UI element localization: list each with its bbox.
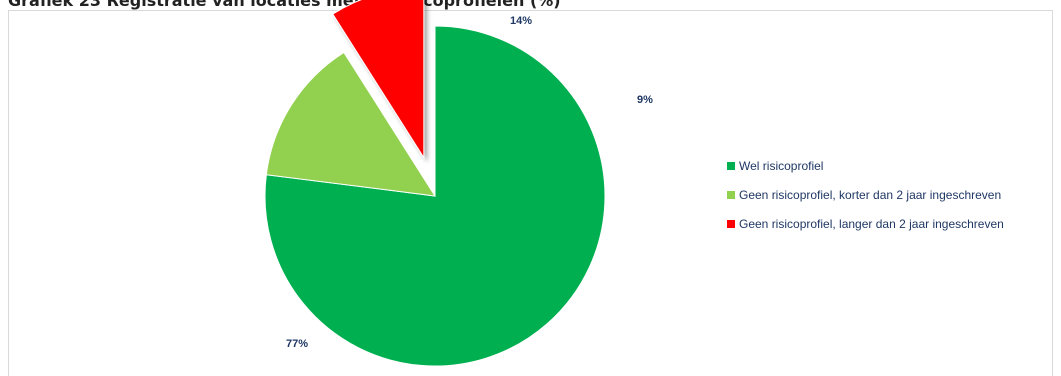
pie-slice-1 [264, 25, 606, 367]
legend-item-1: Wel risicoprofiel [727, 159, 1004, 173]
legend-label: Geen risicoprofiel, langer dan 2 jaar in… [739, 217, 1004, 231]
pie-slice-2 [265, 51, 436, 197]
legend-item-3: Geen risicoprofiel, langer dan 2 jaar in… [727, 217, 1004, 231]
legend-label: Geen risicoprofiel, korter dan 2 jaar in… [739, 188, 1002, 202]
legend-swatch [727, 220, 735, 228]
data-label-2: 14% [510, 15, 532, 27]
pie-slices [264, 0, 606, 367]
pie-data-labels: 77% 14% 9% [286, 15, 653, 350]
chart-frame [8, 10, 1053, 376]
data-label-1: 77% [286, 338, 308, 350]
chart-title: Grafiek 23 Registratie van locaties met … [8, 0, 561, 10]
data-label-3: 9% [637, 94, 653, 106]
legend-swatch [727, 162, 735, 170]
legend-item-2: Geen risicoprofiel, korter dan 2 jaar in… [727, 188, 1004, 202]
legend-label: Wel risicoprofiel [739, 159, 824, 173]
legend-swatch [727, 191, 735, 199]
pie-slice-3 [332, 0, 425, 160]
chart-legend: Wel risicoprofiel Geen risicoprofiel, kor… [727, 159, 1004, 247]
